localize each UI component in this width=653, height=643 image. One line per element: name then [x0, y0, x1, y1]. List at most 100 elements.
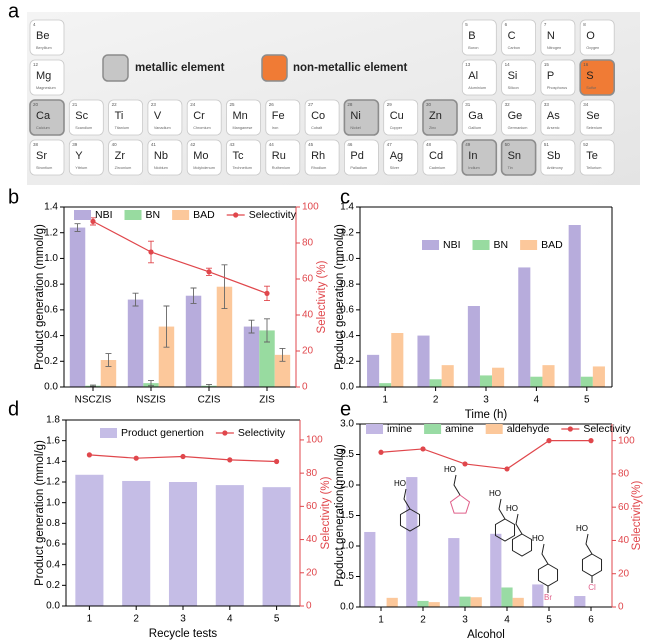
element-cell [579, 99, 615, 136]
element-name: Carbon [508, 46, 520, 50]
x-tick-label: 5 [274, 614, 280, 625]
x-tick-label: 5 [546, 615, 552, 626]
element-symbol: Cr [193, 110, 205, 122]
y2-tick-label: 80 [302, 238, 314, 249]
element-cell [147, 99, 183, 136]
y-axis-label: Product generation (mmol/g) [34, 224, 46, 370]
y-tick-label: 0.0 [340, 602, 354, 613]
bar [75, 474, 104, 606]
marker [264, 290, 270, 296]
legend-label: BN [146, 209, 161, 221]
panel-label: e [340, 398, 351, 420]
element-symbol: Se [586, 110, 599, 122]
y2-tick-label: 0 [618, 602, 624, 613]
marker [462, 461, 468, 467]
element-cell [540, 59, 576, 96]
element-name: Titanium [115, 126, 129, 130]
error-bar [132, 292, 139, 307]
bond [403, 488, 411, 510]
marker [274, 458, 280, 465]
marker [227, 457, 233, 463]
y-tick-label: 1.5 [340, 510, 354, 521]
bar [512, 597, 524, 607]
element-name: Yttrium [75, 166, 87, 170]
structure-label: HO [444, 465, 456, 474]
element-symbol: Y [75, 150, 83, 162]
element-cell [29, 19, 65, 56]
y-tick-label: 0.0 [340, 382, 354, 393]
bar [448, 538, 460, 607]
legend-marker [233, 212, 239, 218]
atomic-number: 40 [112, 142, 118, 147]
atomic-number: 4 [33, 22, 36, 27]
element-name: Molybdenum [193, 166, 215, 170]
panel-label: c [340, 186, 350, 208]
atomic-number: 8 [583, 22, 586, 27]
y2-tick-label: 80 [306, 468, 318, 479]
bar [492, 367, 505, 387]
bar [215, 485, 244, 606]
element-symbol: As [547, 110, 560, 122]
element-cell [226, 139, 261, 176]
bar [168, 482, 198, 606]
element-symbol: Sc [75, 110, 88, 122]
y2-tick-label: 20 [618, 568, 630, 579]
legend-label: amine [445, 423, 474, 435]
element-name: Phosphorus [547, 86, 567, 90]
atomic-number: 5 [465, 22, 468, 27]
structure-label: HO [489, 489, 501, 498]
atomic-number: 45 [308, 142, 314, 147]
y-tick-label: 1.2 [340, 227, 354, 238]
element-cell [265, 99, 301, 136]
y-tick-label: 0.0 [44, 382, 58, 393]
legend-swatch [485, 424, 503, 434]
y2-tick-label: 60 [302, 274, 314, 285]
bond [585, 533, 593, 555]
bar [259, 330, 275, 387]
atomic-number: 30 [426, 102, 432, 107]
x-tick-label: NSCZIS [75, 395, 112, 406]
element-name: Indium [468, 166, 479, 170]
legend-label: Selectivity [238, 427, 286, 439]
atomic-number: 38 [33, 142, 39, 147]
element-cell [500, 139, 537, 176]
x-tick-label: CZIS [198, 395, 221, 406]
substituent-label: Br [544, 593, 552, 602]
legend-label: non-metallic element [293, 62, 408, 74]
bar [532, 584, 544, 607]
element-name: Scandium [75, 126, 92, 130]
element-cell [461, 99, 497, 136]
structure-label: HO [576, 524, 588, 533]
bond [453, 474, 461, 496]
bar [158, 326, 175, 387]
element-cell [579, 59, 616, 96]
bar [127, 299, 144, 387]
element-cell [108, 99, 143, 136]
bar [262, 487, 291, 606]
bar [391, 333, 404, 387]
element-symbol: Rh [311, 150, 325, 162]
legend-label: Selectivity [249, 209, 297, 221]
element-cell [343, 99, 380, 136]
element-cell [422, 99, 458, 136]
bond [541, 543, 549, 565]
element-symbol: Te [586, 150, 598, 162]
y-axis-label: Product generation (mmol/g) [34, 440, 46, 586]
y-tick-label: 3.0 [340, 419, 354, 430]
legend-label: NBI [95, 209, 113, 221]
y-tick-label: 1.4 [44, 202, 58, 213]
element-name: Calcium [36, 126, 50, 130]
x-tick-label: 2 [133, 614, 139, 625]
bar [542, 365, 555, 387]
legend-label: imine [387, 423, 412, 435]
bar [574, 596, 586, 607]
element-symbol: Ga [468, 110, 484, 122]
element-symbol: Fe [272, 110, 285, 122]
x-tick-label: 1 [87, 614, 93, 625]
element-cell [383, 139, 419, 176]
marker [588, 438, 594, 444]
element-cell [186, 99, 222, 136]
element-name: Niobium [154, 166, 168, 170]
marker [420, 446, 426, 452]
